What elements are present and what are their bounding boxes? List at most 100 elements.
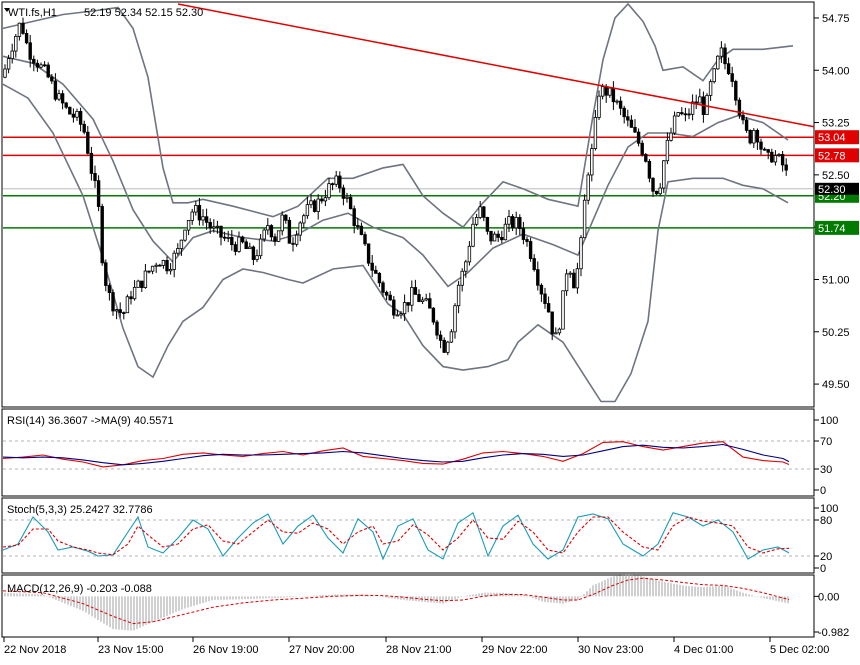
candle-body: [777, 154, 781, 156]
candle-body: [107, 285, 112, 293]
candle-body: [647, 160, 652, 179]
candle-body: [683, 113, 688, 116]
level-label: 51.74: [818, 223, 846, 235]
macd-tick-label: 0.00: [818, 591, 839, 603]
collapse-triangle-icon[interactable]: [4, 8, 10, 12]
candle-body: [215, 225, 220, 228]
candle-body: [615, 100, 619, 103]
candle-body: [399, 313, 403, 316]
candle-body: [626, 116, 630, 121]
candle-body: [14, 36, 18, 52]
candle-body: [201, 216, 205, 221]
candle-body: [28, 42, 32, 60]
candle-body: [237, 236, 241, 252]
candle-body: [737, 99, 742, 116]
candle-body: [370, 262, 374, 271]
osc-tick-label: 100: [820, 415, 838, 427]
candle-body: [528, 241, 533, 259]
candle-body: [536, 269, 540, 286]
price-tick-label: 54.75: [822, 13, 850, 25]
candle-body: [622, 107, 626, 118]
candle-body: [428, 298, 432, 309]
candle-body: [726, 63, 731, 75]
candle-body: [388, 294, 392, 301]
current-price-badge: [815, 182, 859, 195]
macd-pane[interactable]: 0.00 -0.982 MACD(12,26,9) -0.203 -0.088: [1, 574, 849, 639]
candle-body: [172, 252, 176, 270]
candle-body: [258, 238, 263, 257]
candle-body: [690, 101, 695, 115]
candle-body: [593, 117, 598, 149]
candle-body: [161, 260, 166, 266]
candle-body: [32, 58, 36, 64]
osc-tick-label: 0: [820, 485, 826, 497]
rsi-title: RSI(14) 36.3607 ->MA(9) 40.5571: [7, 415, 174, 427]
candle-body: [597, 95, 601, 118]
price-tick-label: 53.25: [822, 118, 850, 130]
series-line-rsi-14-: [2, 441, 790, 468]
candle-body: [543, 293, 547, 304]
osc-tick-label: 100: [820, 503, 838, 515]
candle-body: [694, 101, 698, 104]
macd-title: MACD(12,26,9) -0.203 -0.088: [7, 583, 152, 595]
candle-body: [676, 112, 680, 117]
candle-body: [251, 246, 256, 260]
bollinger-middle-band: [2, 55, 789, 288]
candle-body: [532, 258, 536, 271]
candle-body: [190, 211, 194, 221]
candle-body: [24, 33, 29, 44]
level-label: 53.04: [818, 132, 846, 144]
candle-body: [636, 131, 641, 144]
candle-body: [582, 199, 587, 239]
candle-body: [165, 260, 169, 272]
series-line--d: [2, 516, 790, 556]
candle-body: [600, 86, 605, 97]
candle-body: [705, 94, 709, 115]
candle-body: [359, 225, 364, 235]
candle-body: [442, 339, 446, 353]
candle-body: [194, 205, 198, 213]
candle-body: [564, 273, 569, 292]
candle-body: [478, 206, 482, 218]
candle-body: [586, 174, 590, 201]
current-price-label: 52.30: [818, 184, 846, 196]
candle-body: [395, 314, 400, 317]
candle-body: [309, 200, 313, 206]
candle-body: [143, 270, 148, 288]
candle-body: [82, 123, 86, 133]
candle-body: [406, 302, 410, 306]
candle-body: [467, 245, 472, 263]
price-tick-label: 52.50: [822, 170, 850, 182]
candle-body: [284, 214, 288, 221]
rsi-pane[interactable]: 100 70 30 0 RSI(14) 36.3607 ->MA(9) 40.5571: [1, 408, 838, 497]
candle-body: [402, 302, 407, 315]
candle-body: [204, 216, 209, 223]
candle-body: [150, 265, 155, 272]
candle-body: [410, 287, 414, 306]
price-tick-label: 51.00: [822, 274, 850, 286]
candle-body: [420, 299, 425, 302]
candle-body: [176, 248, 180, 254]
candle-body: [474, 217, 479, 225]
candle-body: [687, 113, 691, 116]
chart-title: WTI.fs,H1: [8, 7, 57, 19]
price-pane[interactable]: 54.7554.0053.2552.5051.7551.0050.2549.50…: [1, 1, 859, 408]
candle-body: [759, 141, 763, 150]
candle-body: [39, 64, 43, 68]
candle-body: [356, 225, 360, 227]
candle-body: [755, 129, 760, 143]
candle-body: [770, 151, 774, 163]
osc-tick-label: 20: [820, 551, 832, 563]
candle-body: [435, 321, 439, 336]
candle-body: [255, 255, 259, 260]
bollinger-lower-band: [2, 83, 789, 403]
candle-body: [618, 100, 623, 109]
candle-body: [557, 328, 562, 334]
candle-body: [122, 312, 126, 314]
candle-body: [262, 229, 266, 240]
candle-body: [629, 119, 634, 128]
candle-body: [17, 22, 22, 37]
candle-body: [698, 96, 702, 104]
